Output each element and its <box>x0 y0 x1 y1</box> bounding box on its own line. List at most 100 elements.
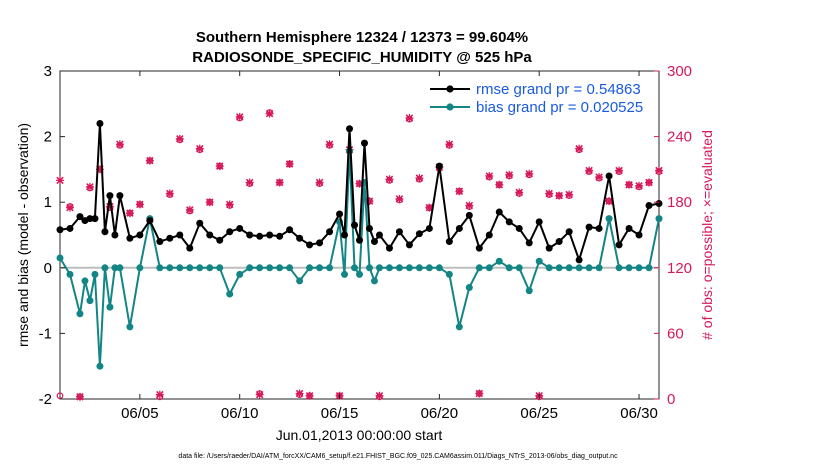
obs-evaluated-marker <box>515 188 524 197</box>
obs-evaluated-marker <box>85 182 94 191</box>
obs-evaluated-marker <box>565 190 574 199</box>
obs-evaluated-marker <box>255 390 264 399</box>
bias-point <box>136 264 144 272</box>
obs-evaluated-marker <box>625 180 634 189</box>
y-tick-label-left: 0 <box>44 260 52 277</box>
obs-evaluated-marker <box>175 134 184 143</box>
bias-point <box>615 264 623 272</box>
bias-point <box>385 264 393 272</box>
rmse-point <box>246 231 254 239</box>
x-axis-label: Jun.01,2013 00:00:00 start <box>276 427 443 443</box>
bias-point <box>635 264 643 272</box>
rmse-point <box>370 238 378 246</box>
bias-point <box>246 264 254 272</box>
x-tick-label: 06/10 <box>221 405 259 422</box>
obs-evaluated-marker <box>185 205 194 214</box>
legend-rmse-marker <box>446 85 454 93</box>
rmse-point <box>525 239 533 247</box>
obs-evaluated-marker <box>125 209 134 218</box>
obs-evaluated-marker <box>555 191 564 200</box>
rmse-point <box>76 213 84 221</box>
rmse-point <box>455 224 463 232</box>
rmse-point <box>86 215 94 223</box>
obs-evaluated-marker <box>205 198 214 207</box>
rmse-point <box>375 231 383 239</box>
bias-point <box>76 310 84 318</box>
rmse-point <box>655 200 663 208</box>
rmse-point <box>316 239 324 247</box>
bias-point <box>485 264 493 272</box>
rmse-point <box>465 211 473 219</box>
legend-rmse-label: rmse grand pr = 0.54863 <box>476 81 641 98</box>
obs-evaluated-marker <box>135 200 144 209</box>
bias-point <box>585 264 593 272</box>
x-tick-label: 06/05 <box>121 405 159 422</box>
axis-ticks: 06/05 06/10 06/15 06/20 06/25 06/30 -2 -1 0 1 2 3 0 6… <box>39 63 692 422</box>
obs-evaluated-marker <box>275 178 284 187</box>
bias-point <box>196 264 204 272</box>
rmse-point <box>266 231 274 239</box>
obs-evaluated-marker <box>595 173 604 182</box>
rmse-point <box>91 215 99 223</box>
rmse-point <box>356 236 363 244</box>
obs-evaluated-marker <box>115 140 124 149</box>
rmse-point <box>136 231 144 239</box>
bias-point <box>126 323 134 331</box>
obs-evaluated-marker <box>285 159 294 168</box>
rmse-point <box>296 234 304 242</box>
rmse-point <box>425 224 433 232</box>
rmse-point <box>435 162 443 170</box>
rmse-point <box>326 228 334 236</box>
y-tick-label-right: 120 <box>667 260 692 277</box>
rmse-point <box>146 217 154 225</box>
bias-point <box>226 290 234 298</box>
obs-evaluated-marker <box>575 144 584 153</box>
rmse-point <box>226 228 234 236</box>
bias-point <box>405 264 413 272</box>
y-tick-label-right: 0 <box>667 391 675 408</box>
obs-evaluated-marker <box>615 166 624 175</box>
bias-point <box>605 215 613 223</box>
obs-evaluated-marker <box>145 156 154 165</box>
rmse-point <box>116 192 124 200</box>
bias-point <box>645 264 653 272</box>
rmse-point <box>625 224 633 232</box>
bias-point <box>595 264 603 272</box>
bias-point <box>256 264 264 272</box>
bias-point <box>465 283 473 291</box>
obs-evaluated-marker <box>585 166 594 175</box>
obs-evaluated-marker <box>465 201 474 210</box>
rmse-point <box>395 228 403 236</box>
bias-point <box>56 254 64 262</box>
rmse-point <box>405 241 413 249</box>
obs-evaluated-marker <box>65 203 74 212</box>
rmse-point <box>66 224 74 232</box>
x-tick-label: 06/25 <box>520 405 558 422</box>
x-tick-label: 06/20 <box>421 405 459 422</box>
chart-title-line1: Southern Hemisphere 12324 / 12373 = 99.6… <box>196 29 528 46</box>
bias-point <box>375 264 383 272</box>
rmse-point <box>236 224 244 232</box>
obs-evaluated-marker <box>375 391 384 400</box>
rmse-point <box>515 224 523 232</box>
y-tick-label-left: -1 <box>39 325 52 342</box>
rmse-point <box>276 232 284 240</box>
obs-evaluated-marker <box>215 162 224 171</box>
obs-evaluated-marker <box>165 189 174 198</box>
obs-evaluated-marker <box>295 389 304 398</box>
bias-point <box>505 264 513 272</box>
y-tick-label-left: 3 <box>44 63 52 80</box>
bias-point <box>370 277 378 285</box>
obs-evaluated-marker <box>455 187 464 196</box>
rmse-point <box>156 238 164 246</box>
rmse-point <box>196 219 204 227</box>
y-axis-left-label: rmse and bias (model - observation) <box>15 123 31 347</box>
bias-point <box>186 264 194 272</box>
bias-point <box>341 270 349 278</box>
obs-evaluated-marker <box>315 178 324 187</box>
rmse-point <box>96 119 104 127</box>
bias-point <box>435 264 443 272</box>
rmse-point <box>206 231 214 239</box>
x-tick-label: 06/15 <box>321 405 359 422</box>
bias-point <box>555 264 563 272</box>
